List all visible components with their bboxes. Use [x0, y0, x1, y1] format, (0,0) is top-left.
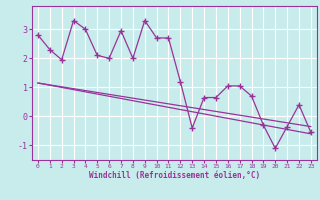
X-axis label: Windchill (Refroidissement éolien,°C): Windchill (Refroidissement éolien,°C) — [89, 171, 260, 180]
